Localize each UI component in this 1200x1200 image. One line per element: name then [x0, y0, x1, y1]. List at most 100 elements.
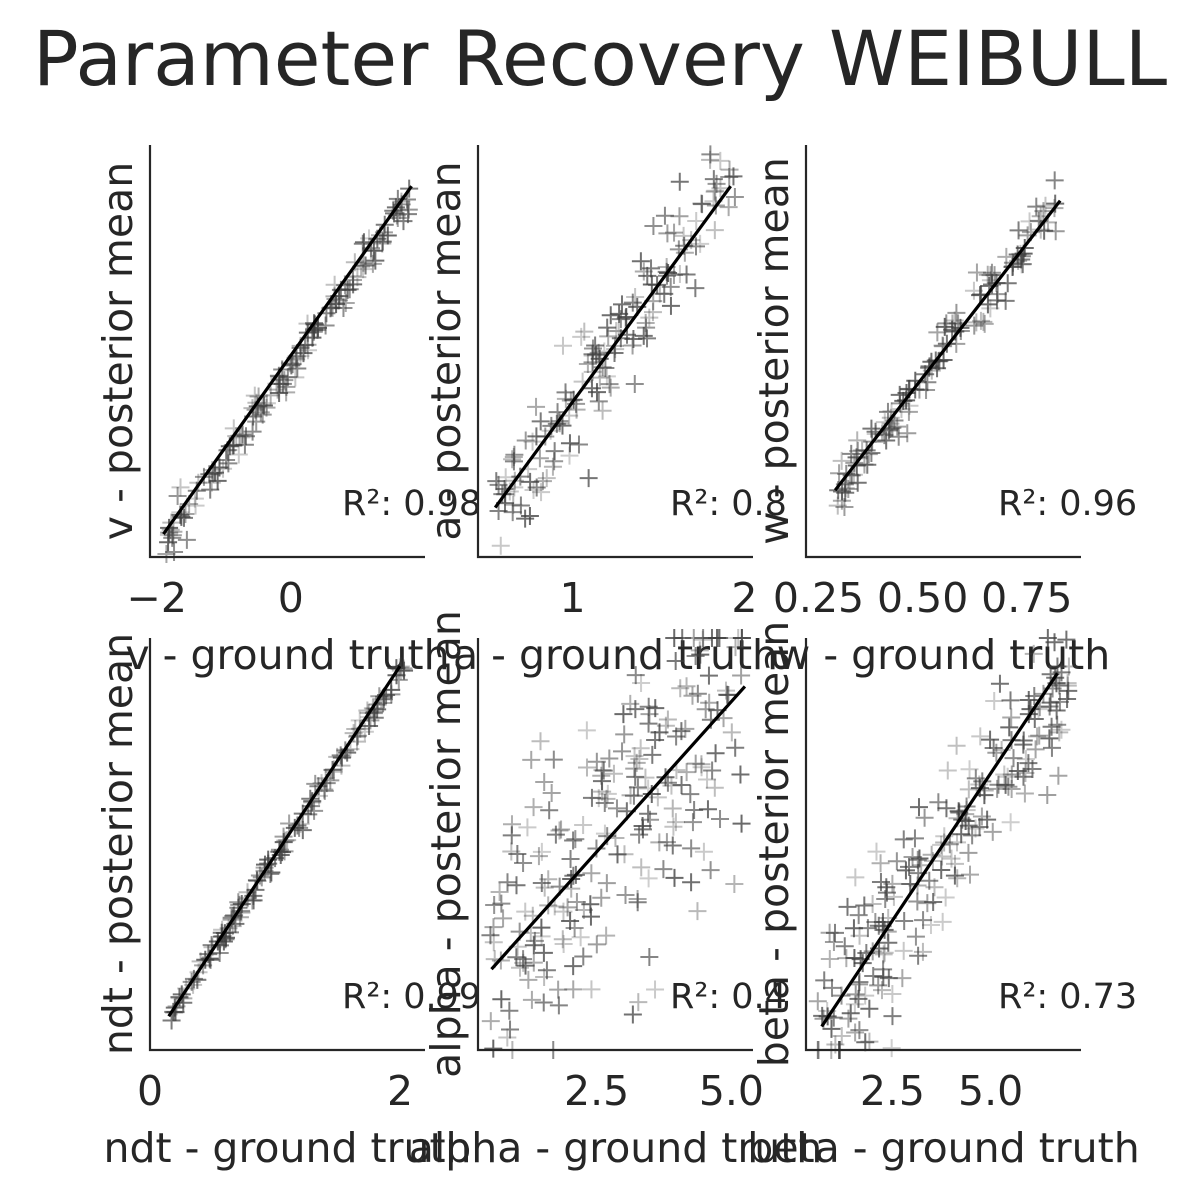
data-point	[638, 266, 657, 285]
data-point	[516, 902, 535, 921]
data-point	[582, 788, 601, 807]
data-point	[257, 394, 276, 413]
data-point	[636, 314, 655, 333]
data-point	[1028, 727, 1047, 746]
data-point	[522, 990, 541, 1009]
data-point	[971, 311, 990, 330]
data-point	[687, 211, 706, 230]
axis-spines	[476, 145, 753, 559]
data-point	[894, 830, 913, 849]
x-tick-label: 0.75	[981, 574, 1072, 622]
data-point	[987, 743, 1006, 762]
data-point	[625, 374, 644, 393]
data-point	[623, 293, 642, 312]
y-axis-label: beta - posterior mean	[750, 621, 798, 1068]
data-point	[692, 755, 711, 774]
x-tick-label: 5.0	[958, 1067, 1023, 1115]
data-point	[906, 927, 925, 946]
data-point	[378, 226, 397, 245]
data-point	[607, 322, 626, 341]
data-point	[558, 898, 577, 917]
y-axis-label: alpha - posterior mean	[422, 610, 470, 1078]
data-point	[699, 666, 718, 685]
data-point	[663, 799, 682, 818]
data-point	[545, 442, 564, 461]
data-point	[918, 373, 937, 392]
data-point	[732, 814, 751, 833]
data-point	[560, 446, 579, 465]
data-point	[594, 761, 613, 780]
data-point	[729, 629, 748, 647]
data-point	[634, 262, 653, 281]
data-point	[303, 328, 322, 347]
data-point	[978, 295, 997, 314]
data-point	[869, 976, 888, 995]
data-point	[398, 205, 417, 224]
data-point	[567, 893, 586, 912]
regression-line	[162, 185, 413, 536]
data-point	[592, 888, 611, 907]
data-point	[598, 784, 617, 803]
data-point	[952, 825, 971, 844]
data-point	[1008, 762, 1027, 781]
data-point	[490, 882, 509, 901]
data-point	[711, 179, 730, 198]
data-point	[846, 985, 865, 1004]
data-point	[849, 906, 868, 925]
data-point	[921, 915, 940, 934]
data-point	[525, 931, 544, 950]
data-point	[532, 918, 551, 937]
data-point	[1013, 255, 1032, 274]
data-point	[945, 866, 964, 885]
data-point	[936, 888, 955, 907]
data-point	[186, 496, 205, 515]
data-point	[481, 1012, 500, 1031]
data-point	[1050, 692, 1069, 711]
data-point	[664, 817, 683, 836]
panel-alpha: 2.5 5.0 alpha - ground truth alpha - poster…	[409, 610, 823, 1172]
data-point	[938, 761, 957, 780]
data-point	[975, 314, 994, 333]
data-point	[666, 813, 685, 832]
data-point	[849, 989, 868, 1008]
points-beta	[808, 629, 1078, 1059]
data-point	[700, 693, 719, 712]
data-point	[1019, 754, 1038, 773]
data-point	[905, 829, 924, 848]
data-point	[686, 754, 705, 773]
data-point	[520, 507, 539, 526]
data-point	[608, 845, 627, 864]
data-point	[257, 398, 276, 417]
x-axis-label: alpha - ground truth	[409, 1124, 823, 1172]
data-point	[848, 473, 867, 492]
data-point	[614, 705, 633, 724]
data-point	[1049, 766, 1068, 785]
data-point	[639, 869, 658, 888]
data-point	[630, 749, 649, 768]
x-axis-label: ndt - ground truth	[103, 1124, 471, 1172]
data-point	[597, 874, 616, 893]
data-point	[909, 798, 928, 817]
data-point	[628, 889, 647, 908]
data-point	[601, 306, 620, 325]
data-point	[643, 745, 662, 764]
data-point	[508, 845, 527, 864]
data-point	[838, 897, 857, 916]
data-point	[726, 738, 745, 757]
data-point	[683, 686, 702, 705]
panel-beta: 2.5 5.0 beta - ground truth beta - posterio…	[747, 621, 1139, 1172]
data-point	[254, 396, 273, 415]
data-point	[565, 918, 584, 937]
data-point	[978, 265, 997, 284]
data-point	[693, 195, 712, 214]
data-point	[648, 788, 667, 807]
data-point	[640, 947, 659, 966]
data-point	[959, 780, 978, 799]
data-point	[990, 674, 1009, 693]
data-point	[549, 980, 568, 999]
data-point	[947, 736, 966, 755]
data-point	[837, 949, 856, 968]
data-point	[879, 933, 898, 952]
data-point	[666, 652, 685, 671]
data-point	[839, 480, 858, 499]
